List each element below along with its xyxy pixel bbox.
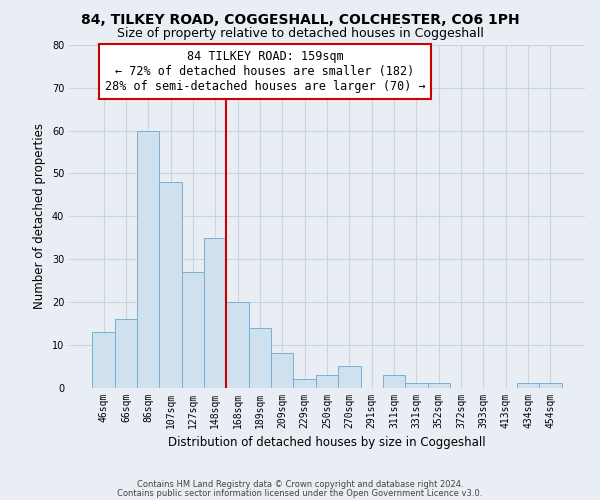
Text: 84, TILKEY ROAD, COGGESHALL, COLCHESTER, CO6 1PH: 84, TILKEY ROAD, COGGESHALL, COLCHESTER,… bbox=[80, 12, 520, 26]
Bar bbox=[405, 383, 428, 388]
X-axis label: Distribution of detached houses by size in Coggeshall: Distribution of detached houses by size … bbox=[168, 436, 486, 449]
Bar bbox=[271, 353, 293, 388]
Bar bbox=[226, 302, 249, 388]
Bar bbox=[115, 319, 137, 388]
Bar bbox=[383, 374, 405, 388]
Bar bbox=[539, 383, 562, 388]
Text: 84 TILKEY ROAD: 159sqm
← 72% of detached houses are smaller (182)
28% of semi-de: 84 TILKEY ROAD: 159sqm ← 72% of detached… bbox=[105, 50, 425, 93]
Bar bbox=[204, 238, 226, 388]
Text: Contains public sector information licensed under the Open Government Licence v3: Contains public sector information licen… bbox=[118, 489, 482, 498]
Bar bbox=[249, 328, 271, 388]
Text: Contains HM Land Registry data © Crown copyright and database right 2024.: Contains HM Land Registry data © Crown c… bbox=[137, 480, 463, 489]
Bar bbox=[338, 366, 361, 388]
Y-axis label: Number of detached properties: Number of detached properties bbox=[33, 123, 46, 309]
Bar bbox=[293, 379, 316, 388]
Bar bbox=[182, 272, 204, 388]
Bar bbox=[137, 130, 160, 388]
Bar bbox=[92, 332, 115, 388]
Text: Size of property relative to detached houses in Coggeshall: Size of property relative to detached ho… bbox=[116, 28, 484, 40]
Bar bbox=[160, 182, 182, 388]
Bar bbox=[316, 374, 338, 388]
Bar bbox=[517, 383, 539, 388]
Bar bbox=[428, 383, 450, 388]
